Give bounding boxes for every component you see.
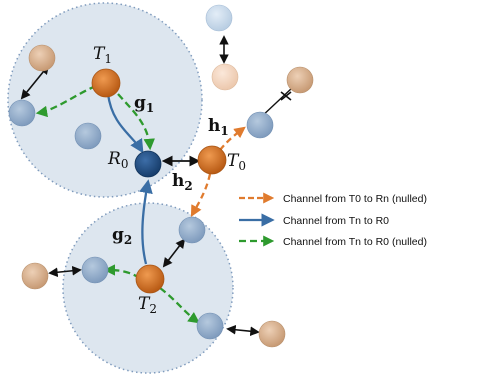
blocked-x-icon (280, 91, 292, 101)
node-c1-left-rx (8, 99, 36, 127)
node-c2-lower-rx (196, 312, 224, 340)
label-t2: T2 (138, 294, 157, 316)
channel-g1 (106, 93, 144, 154)
cluster-1 (7, 2, 203, 198)
label-h2: h2 (172, 171, 193, 193)
legend-label-1: Channel from Tn to R0 (283, 215, 389, 227)
node-c2-left-rx (81, 256, 109, 284)
node-right-bottom-tan (258, 320, 286, 348)
label-r0: R0 (107, 149, 128, 171)
node-right-rx (246, 111, 274, 139)
channel-g2 (139, 179, 153, 265)
legend-label-2: Channel from Tn to R0 (nulled) (283, 236, 427, 248)
node-t0 (197, 145, 227, 175)
channel-t1-left-nulled (35, 84, 97, 118)
label-t0: T0 (227, 151, 246, 173)
node-left-tan (21, 262, 49, 290)
node-c1-mid-rx (74, 122, 102, 150)
label-h1: h1 (208, 116, 229, 138)
node-t2 (135, 264, 165, 294)
channel-t1-r0-nulled (117, 93, 155, 151)
channel-h1 (219, 126, 246, 151)
node-r0 (134, 150, 162, 178)
channel-h2 (190, 173, 212, 218)
pair-link-left (48, 265, 82, 278)
label-g1: g1 (134, 93, 154, 115)
channel-t2-lower-nulled (159, 287, 200, 324)
pair-link-right (226, 324, 260, 337)
node-top-rx (205, 4, 233, 32)
pair-link-t1-top (20, 64, 50, 100)
node-right-tan (286, 66, 314, 94)
node-c1-tan (28, 44, 56, 72)
pair-link-t2-inner (162, 238, 186, 268)
label-t1: T1 (93, 44, 112, 66)
node-c2-top-rx (178, 216, 206, 244)
node-top-tx (211, 63, 239, 91)
legend: Channel from T0 to Rn (nulled) Channel f… (239, 192, 427, 248)
legend-label-0: Channel from T0 to Rn (nulled) (283, 193, 427, 205)
label-g2: g2 (112, 225, 132, 247)
node-t1 (91, 68, 121, 98)
